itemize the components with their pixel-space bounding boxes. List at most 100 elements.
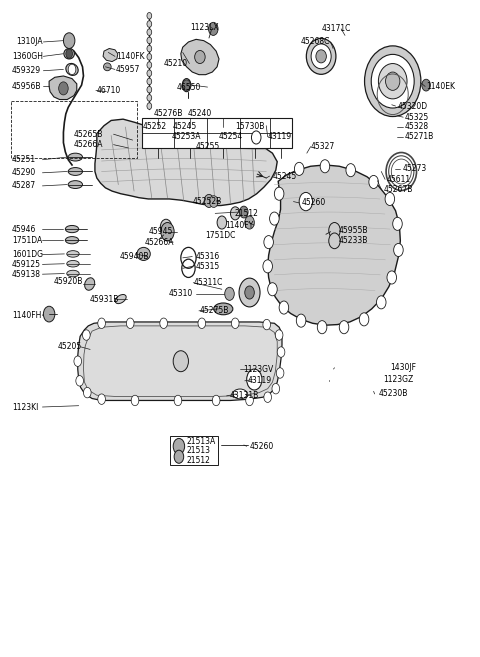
Text: 459125: 459125 [12,260,41,269]
Text: 1123GV: 1123GV [243,365,273,374]
Circle shape [387,271,396,284]
Text: 1140FK: 1140FK [116,52,144,61]
Circle shape [279,301,288,314]
Text: 459329: 459329 [12,66,41,76]
Circle shape [147,54,152,60]
Circle shape [276,368,284,378]
Text: 45268C: 45268C [301,37,330,47]
Text: 45260: 45260 [302,198,326,208]
Text: 45316: 45316 [196,252,220,261]
Ellipse shape [84,278,95,290]
Circle shape [160,318,168,328]
Text: 1751DC: 1751DC [205,231,236,240]
Ellipse shape [67,251,79,257]
Text: 45252: 45252 [142,122,166,131]
Text: 45276B: 45276B [154,110,183,118]
Circle shape [174,450,184,463]
Ellipse shape [306,38,336,74]
Polygon shape [103,49,118,62]
Circle shape [393,217,402,231]
Circle shape [43,306,55,322]
Polygon shape [181,39,219,75]
Text: 1140FY: 1140FY [226,221,254,230]
Circle shape [84,388,91,398]
Ellipse shape [65,225,79,233]
Text: 45260: 45260 [250,442,274,451]
Ellipse shape [115,294,126,304]
Text: 45251: 45251 [12,155,36,164]
Circle shape [208,22,218,35]
Circle shape [173,438,185,454]
Ellipse shape [67,260,79,267]
Circle shape [198,318,205,328]
Text: 45245: 45245 [273,171,297,181]
Circle shape [264,392,272,403]
Circle shape [225,287,234,300]
Circle shape [147,29,152,35]
Text: 45920B: 45920B [54,277,83,286]
Text: 45245: 45245 [172,122,196,131]
Circle shape [275,187,284,200]
Ellipse shape [68,153,83,161]
Text: 1601DG: 1601DG [12,250,43,259]
Circle shape [394,244,403,256]
Text: 1360GH: 1360GH [12,52,43,61]
Circle shape [161,223,174,241]
Text: 43119: 43119 [268,132,292,141]
Text: 45956B: 45956B [12,82,41,91]
Circle shape [299,193,312,211]
Circle shape [231,318,239,328]
Circle shape [329,223,340,238]
Ellipse shape [67,270,79,277]
Ellipse shape [364,46,421,116]
Circle shape [126,318,134,328]
Ellipse shape [68,181,83,189]
Bar [170,436,218,464]
Polygon shape [268,165,400,325]
Text: 1123KI: 1123KI [12,403,38,411]
Text: 45931B: 45931B [90,294,119,304]
Circle shape [147,37,152,43]
Text: 45328: 45328 [405,122,429,131]
Ellipse shape [378,64,407,99]
Text: 45240: 45240 [188,110,212,118]
Circle shape [272,384,280,394]
Circle shape [270,212,279,225]
Ellipse shape [385,72,400,91]
Text: 21513: 21513 [187,446,211,455]
Circle shape [66,49,72,58]
Text: 21512: 21512 [234,209,258,218]
Ellipse shape [233,389,247,399]
Text: 45253A: 45253A [171,132,201,141]
Ellipse shape [371,55,414,108]
Text: 45267B: 45267B [383,185,412,194]
Circle shape [147,78,152,85]
Text: 45273: 45273 [402,164,427,173]
Text: 15730B: 15730B [235,122,264,131]
Text: 459138: 459138 [12,270,41,279]
Circle shape [276,330,283,340]
Text: 45311C: 45311C [193,278,223,287]
Circle shape [147,102,152,109]
Ellipse shape [104,63,111,71]
Circle shape [339,321,349,334]
Text: 1140EK: 1140EK [426,82,455,91]
Text: 45957: 45957 [116,65,140,74]
Text: 43171C: 43171C [321,24,350,34]
Circle shape [329,233,340,249]
Circle shape [268,283,277,296]
Ellipse shape [214,303,233,315]
Circle shape [131,396,139,406]
Ellipse shape [195,51,205,64]
Ellipse shape [64,49,74,59]
Circle shape [147,70,152,76]
Text: 45266A: 45266A [144,238,174,246]
Circle shape [183,80,191,91]
Circle shape [346,164,356,177]
Text: 45254: 45254 [219,132,243,141]
Text: 1123GZ: 1123GZ [383,375,413,384]
Text: 45275B: 45275B [199,306,229,315]
Ellipse shape [182,79,191,92]
Text: 45946: 45946 [12,225,36,233]
Circle shape [240,206,248,218]
